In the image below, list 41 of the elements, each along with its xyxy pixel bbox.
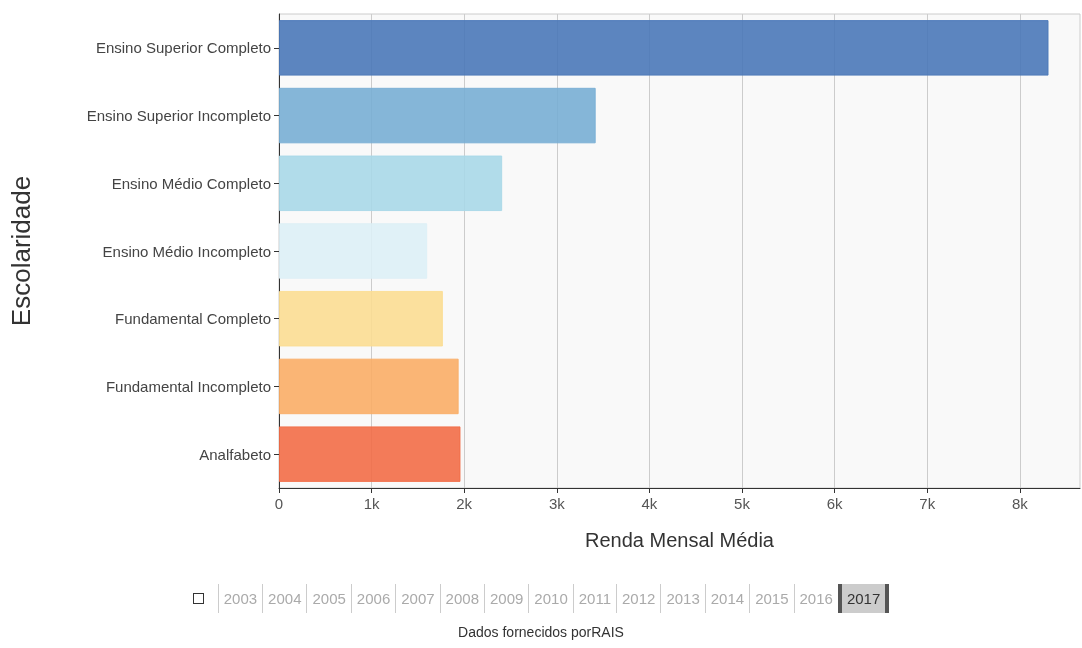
x-tick-label: 6k [826, 495, 844, 512]
x-tick-label: 0 [274, 495, 284, 512]
text: 2006 [350, 583, 396, 613]
y-tick-label: Ensino Superior Completo [95, 39, 271, 57]
x-tick-label: 3k [548, 495, 566, 512]
text: 2017 [837, 583, 890, 613]
text: 2003 [217, 583, 263, 613]
x-tick-label: 4k [641, 495, 658, 512]
bar [279, 358, 459, 415]
y-tick-label: Analfabeto [199, 445, 271, 463]
bar [279, 426, 461, 482]
x-axis-title: Renda Mensal Média [585, 529, 775, 551]
y-tick-label: Ensino Superior Incompleto [86, 107, 271, 125]
y-tick-label: Fundamental Incompleto [105, 377, 271, 395]
x-tick-label: 5k [734, 495, 751, 512]
text: 2012 [616, 583, 661, 613]
bar [279, 87, 596, 144]
text: Dados fornecidos porRAIS [457, 624, 625, 640]
x-tick-label: 8k [1011, 495, 1029, 512]
bar [279, 223, 428, 279]
bar [279, 20, 1049, 76]
bar [279, 290, 443, 347]
text: 2004 [262, 583, 307, 613]
x-tick-label: 7k [919, 495, 936, 512]
y-axis-title: Escolaridade [6, 175, 36, 327]
x-tick-label: 1k [363, 495, 381, 512]
x-tick-label: 2k [456, 495, 473, 512]
text: 2007 [395, 583, 440, 613]
bar [279, 155, 503, 212]
y-tick-label: Fundamental Completo [115, 310, 271, 328]
y-tick-label: Ensino Médio Completo [111, 174, 271, 192]
text: 2011 [572, 583, 616, 613]
text: 2009 [483, 583, 529, 613]
text: 2010 [528, 583, 573, 613]
text: 2013 [660, 583, 705, 613]
text: 2016 [793, 583, 838, 613]
text: 2008 [439, 583, 484, 613]
text: 2005 [306, 583, 351, 613]
y-tick-label: Ensino Médio Incompleto [102, 242, 271, 260]
text: 2014 [704, 583, 750, 613]
text: 2015 [749, 583, 794, 613]
